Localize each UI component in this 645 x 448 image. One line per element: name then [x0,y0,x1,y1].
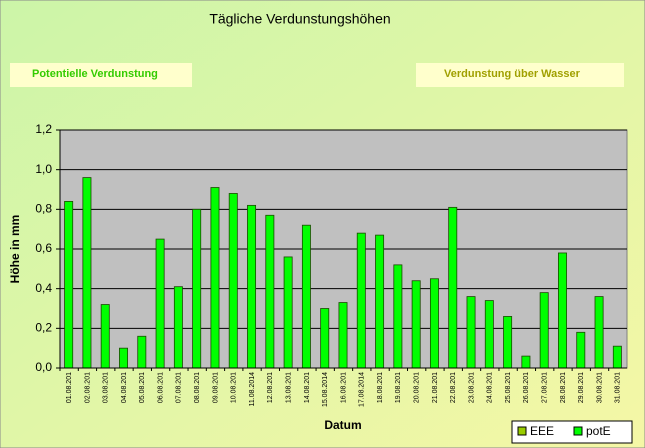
y-tick-label: 0,0 [35,360,52,374]
x-tick-label: 11.08.2014 [249,372,256,407]
x-tick-label: 10.08.201 [231,372,238,403]
x-tick-label: 29.08.201 [578,372,585,403]
x-tick-label: 24.08.201 [487,372,494,403]
x-tick-label: 09.08.201 [212,372,219,403]
legend-swatch [517,426,527,436]
bar [119,347,128,369]
annotation-box [416,63,624,87]
annotation-box [10,63,192,87]
bar [521,355,531,369]
x-tick-label: 23.08.201 [468,372,475,403]
bar [64,200,74,369]
y-tick-label: 0,8 [35,202,52,216]
bar [265,214,275,369]
legend [511,420,633,444]
bar [375,234,385,369]
legend-label: potE [586,424,611,438]
x-tick-label: 25.08.201 [505,372,512,403]
legend-swatch [573,426,583,436]
x-axis-label: Datum [324,418,361,432]
x-tick-label: 16.08.201 [340,372,347,403]
bar [192,208,202,369]
x-tick-label: 30.08.201 [596,372,603,403]
bar [173,286,183,369]
x-tick-label: 02.08.201 [84,372,91,403]
bar [356,232,366,369]
bar [539,292,549,369]
bar [594,296,604,369]
bar [100,304,110,369]
x-tick-label: 03.08.201 [103,372,110,403]
bar [82,177,92,369]
x-tick-label: 12.08.201 [267,372,274,403]
bar [137,335,147,369]
bar [466,296,476,369]
x-tick-label: 18.08.201 [377,372,384,403]
bar [429,278,439,369]
x-tick-label: 21.08.201 [432,372,439,403]
x-tick-label: 28.08.201 [560,372,567,403]
y-tick-label: 1,2 [35,122,52,136]
legend-label: EEE [530,424,554,438]
bar [576,331,586,369]
x-tick-label: 27.08.201 [542,372,549,403]
x-tick-label: 04.08.201 [121,372,128,403]
bar [155,238,165,369]
bar [283,256,293,369]
y-tick-label: 1,0 [35,162,52,176]
y-tick-label: 0,6 [35,241,52,255]
y-tick-label: 0,4 [35,281,52,295]
y-axis-label: Höhe in mm [8,215,22,284]
x-tick-label: 07.08.201 [176,372,183,403]
bar [247,204,257,369]
x-tick-label: 31.08.201 [615,372,622,403]
x-tick-label: 14.08.201 [304,372,311,403]
x-tick-label: 19.08.201 [395,372,402,403]
x-tick-label: 06.08.201 [157,372,164,403]
annotation: Potentielle Verdunstung [32,68,158,80]
annotation: Verdunstung über Wasser [444,68,581,80]
x-tick-label: 17.08.2014 [359,372,366,407]
bar [484,300,494,369]
bar [210,187,220,369]
bar [228,193,238,369]
x-tick-label: 08.08.201 [194,372,201,403]
bar [338,302,348,369]
x-tick-label: 20.08.201 [414,372,421,403]
x-tick-label: 13.08.201 [285,372,292,403]
bar [411,280,421,369]
bar [448,206,458,369]
bar [301,224,311,369]
x-tick-label: 15.08.2014 [322,372,329,407]
bar [503,316,513,369]
x-tick-label: 05.08.201 [139,372,146,403]
x-tick-label: 26.08.201 [523,372,530,403]
bar [558,252,567,369]
x-tick-label: 01.08.201 [66,372,73,403]
bar [612,345,622,369]
chart-title: Tägliche Verdunstungshöhen [209,11,390,27]
bar [320,308,330,369]
x-tick-label: 22.08.201 [450,372,457,403]
y-tick-label: 0,2 [35,321,52,335]
bar [393,264,403,369]
